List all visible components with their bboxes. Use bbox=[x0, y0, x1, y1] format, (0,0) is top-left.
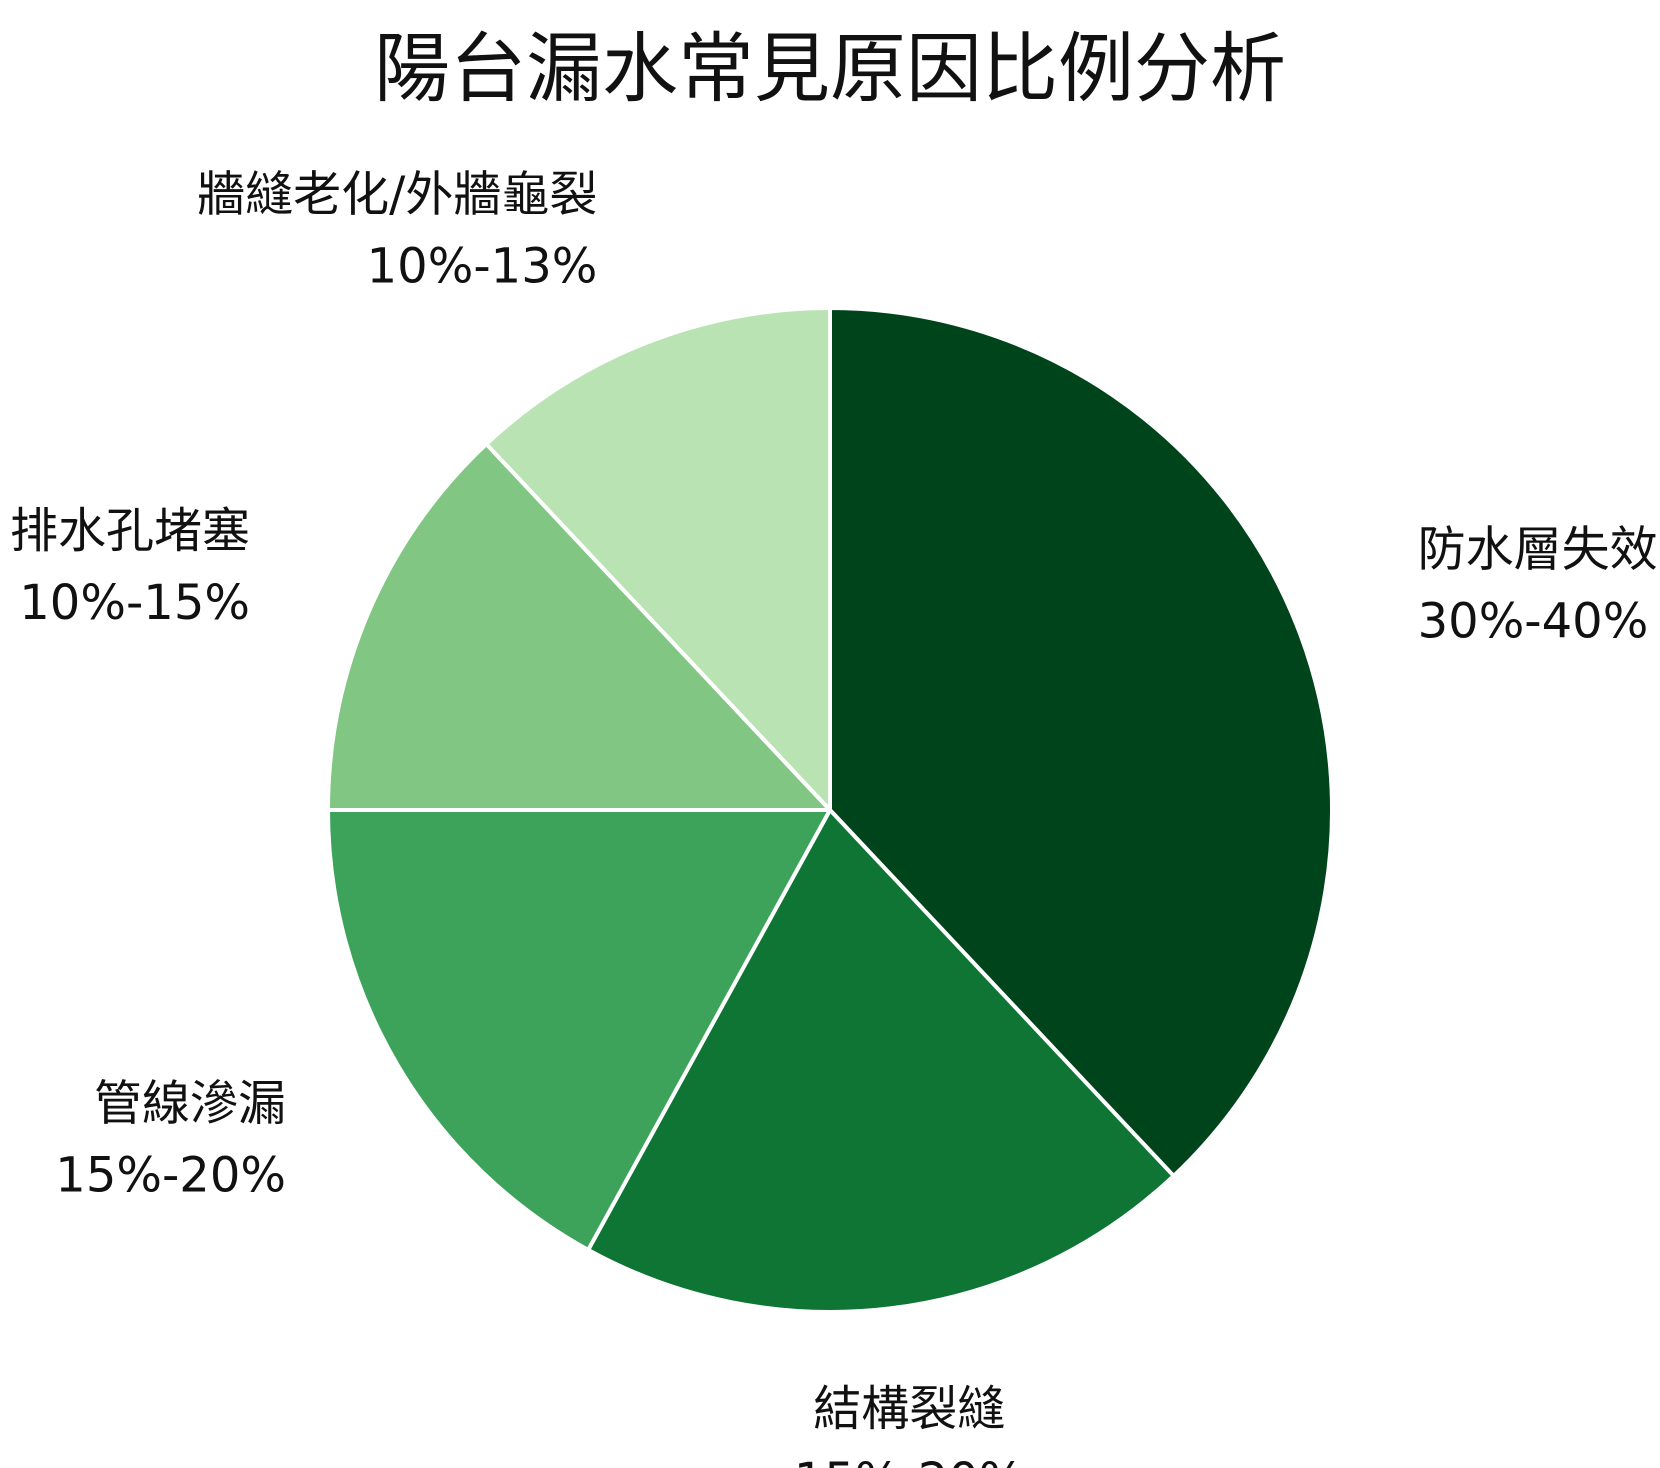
slice-range-label-1: 15%-20% bbox=[794, 1453, 1025, 1468]
pie-slice-1 bbox=[586, 808, 1176, 1314]
chart-title: 陽台漏水常見原因比例分析 bbox=[374, 24, 1286, 113]
slice-label-0: 防水層失效 bbox=[1418, 521, 1658, 577]
slice-range-label-0: 30%-40% bbox=[1418, 593, 1649, 649]
pie-slice-2 bbox=[326, 808, 832, 1252]
slices-layer bbox=[326, 306, 1334, 1314]
labels-layer: 防水層失效 30%-40% 結構裂縫 15%-20% 管線滲漏 15%-20% 排水孔堵塞 1… bbox=[10, 166, 1658, 1468]
slice-range-label-2: 15%-20% bbox=[55, 1148, 286, 1204]
pie-slice-3 bbox=[326, 442, 832, 812]
slice-label-1: 結構裂縫 bbox=[813, 1381, 1005, 1437]
slice-range-label-4: 10%-13% bbox=[367, 238, 598, 294]
slice-label-4: 牆縫老化/外牆龜裂 bbox=[197, 166, 597, 222]
slice-label-2: 管線滲漏 bbox=[94, 1076, 286, 1132]
slice-label-3: 排水孔堵塞 bbox=[10, 503, 250, 559]
pie-slice-0 bbox=[828, 306, 1334, 1178]
pie-slice-4 bbox=[484, 306, 832, 812]
slice-range-label-3: 10%-15% bbox=[19, 575, 250, 631]
